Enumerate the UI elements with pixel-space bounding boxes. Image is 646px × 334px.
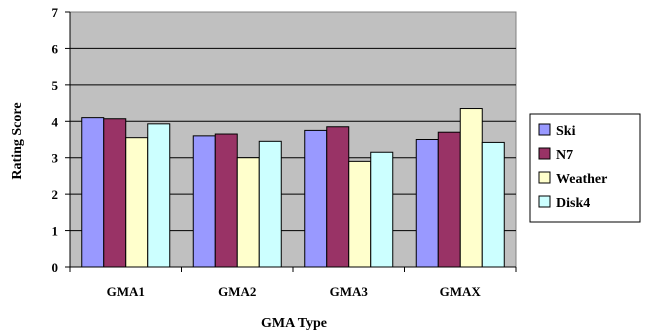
y-tick-label: 0 (52, 260, 59, 275)
bar-ski-gmax (415, 139, 439, 268)
y-tick-label: 7 (52, 5, 59, 20)
x-tick-label: GMAX (440, 284, 482, 299)
bar-ski-gma3 (304, 129, 328, 268)
bar-disk4-gma2 (258, 140, 282, 268)
x-axis-label: GMA Type (261, 316, 327, 331)
y-tick-label: 3 (52, 151, 59, 166)
y-tick-label: 4 (52, 114, 59, 129)
bar-weather-gma3 (348, 160, 372, 268)
bar-ski-gma2 (192, 135, 216, 268)
y-tick-label: 6 (52, 41, 59, 56)
legend-swatch-disk4 (538, 195, 551, 208)
bar-n7-gma3 (326, 126, 350, 268)
bar-weather-gma2 (236, 157, 260, 268)
y-tick-label: 5 (52, 78, 59, 93)
bar-weather-gma1 (125, 137, 149, 268)
legend-label-ski: Ski (556, 124, 576, 139)
bar-n7-gma2 (214, 133, 238, 268)
legend-swatch-n7 (538, 147, 551, 160)
y-tick-label: 2 (52, 187, 59, 202)
legend-swatch-weather (538, 171, 551, 184)
x-tick-label: GMA3 (330, 284, 369, 299)
bar-ski-gma1 (81, 117, 105, 268)
y-axis-ticks: 0 1 2 3 4 5 6 7 (52, 5, 70, 275)
x-tick-label: GMA1 (107, 284, 145, 299)
legend-label-weather: Weather (556, 172, 607, 187)
bar-weather-gmax (459, 108, 483, 268)
y-axis-label: Rating Score (10, 102, 25, 179)
bar-disk4-gmax (481, 141, 505, 268)
legend-label-n7: N7 (556, 148, 573, 163)
legend-swatch-ski (538, 123, 551, 136)
y-tick-label: 1 (52, 224, 59, 239)
x-tick-label: GMA2 (218, 284, 256, 299)
legend: Ski N7 Weather Disk4 (529, 113, 641, 223)
bar-disk4-gma3 (370, 151, 394, 268)
bar-n7-gma1 (103, 118, 127, 268)
x-axis-ticks: GMA1 GMA2 GMA3 GMAX (69, 267, 517, 299)
bar-n7-gmax (437, 131, 461, 268)
legend-label-disk4: Disk4 (556, 196, 590, 211)
bars (81, 108, 505, 268)
bar-disk4-gma1 (147, 123, 171, 268)
